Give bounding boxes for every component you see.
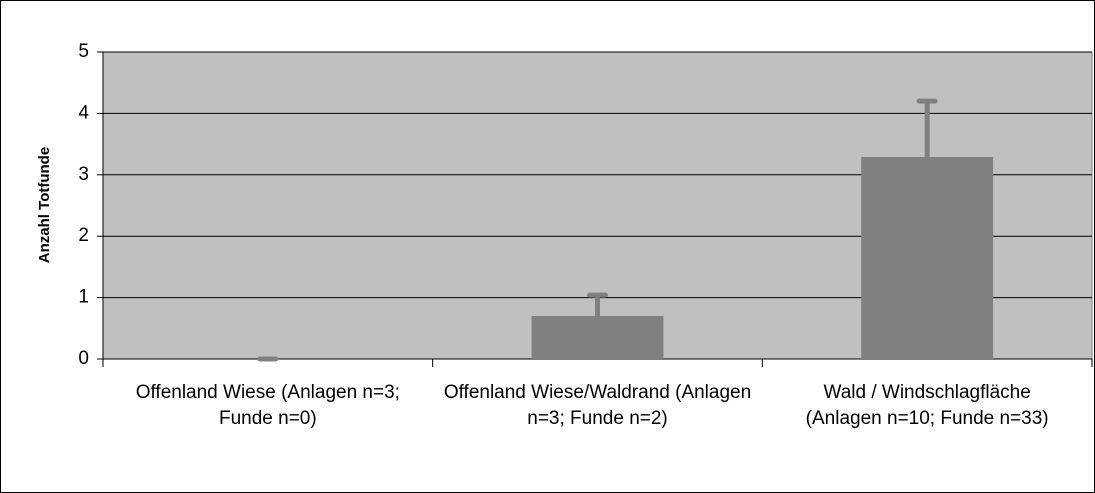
y-axis-label: Anzahl Totfunde	[36, 147, 53, 263]
x-tick-label: Offenland Wiese (Anlagen n=3; Funde n=0)	[135, 382, 400, 429]
y-tick-label: 4	[78, 102, 89, 123]
x-tick-label: Wald / Windschlagfläche (Anlagen n=10; F…	[805, 382, 1049, 429]
bar	[861, 156, 994, 359]
bar	[531, 316, 664, 359]
y-tick-label: 1	[78, 287, 89, 308]
y-tick-label: 3	[78, 164, 89, 185]
y-tick-label: 5	[78, 41, 89, 62]
y-tick-label: 2	[78, 225, 89, 246]
x-tick-label: Offenland Wiese/Waldrand (Anlagen n=3; F…	[443, 382, 752, 429]
y-tick-label: 0	[78, 348, 89, 369]
